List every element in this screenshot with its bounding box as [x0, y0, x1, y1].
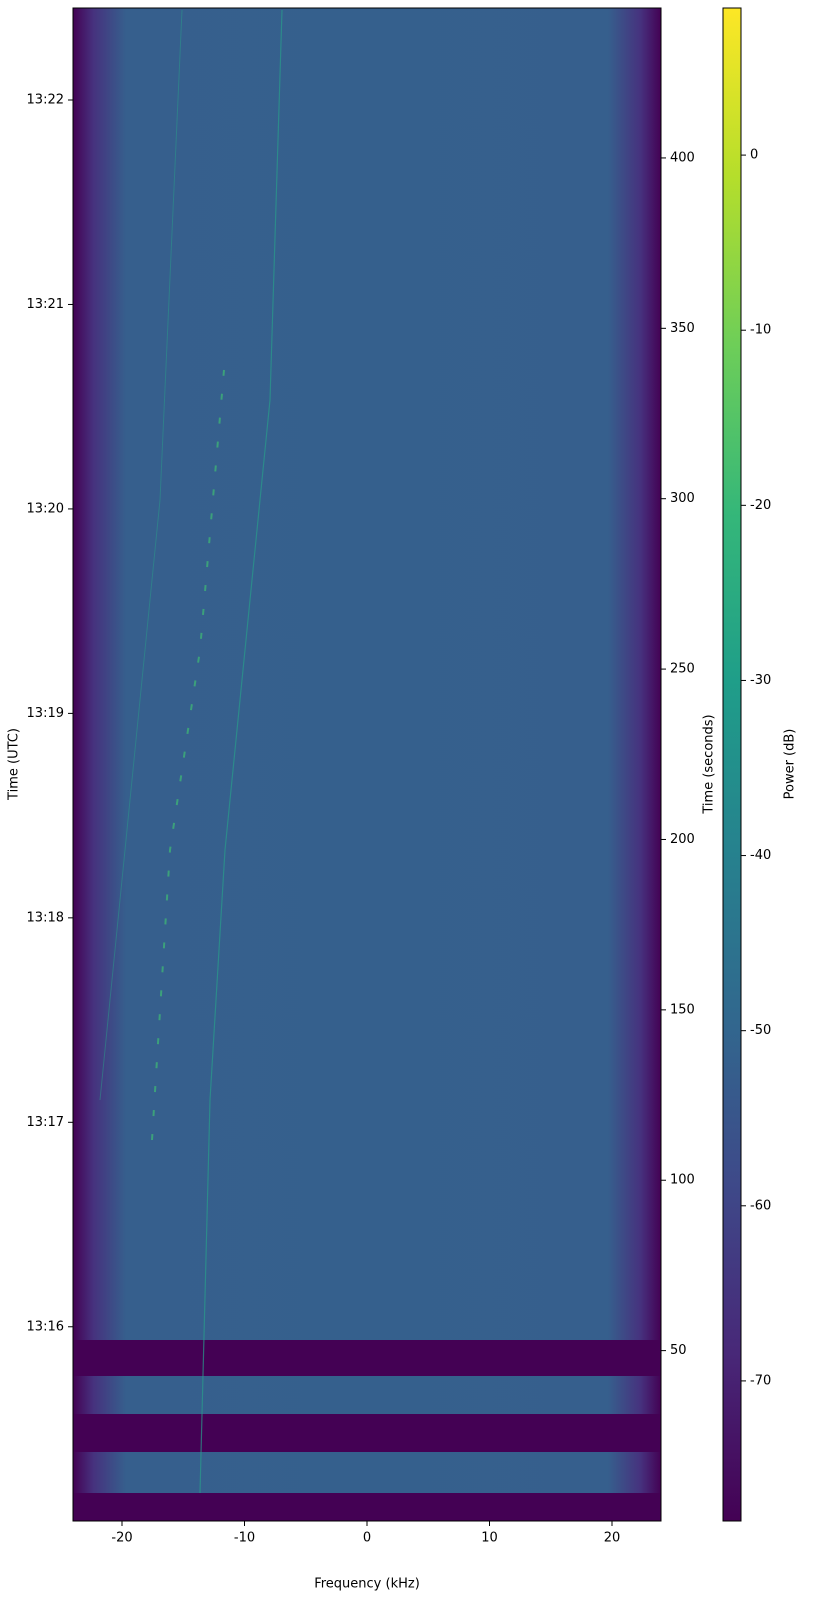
spectrogram-image — [73, 8, 661, 1521]
y-tick-label: 13:17 — [27, 1115, 64, 1130]
x-tick-label: 0 — [363, 1531, 371, 1546]
y2-tick-label: 400 — [670, 150, 695, 165]
y2-tick-label: 50 — [670, 1343, 687, 1358]
colorbar-tick-label: -60 — [750, 1198, 771, 1213]
colorbar — [722, 7, 742, 1522]
y2-tick-label: 100 — [670, 1173, 695, 1188]
y2-tick-label: 200 — [670, 832, 695, 847]
colorbar-tick-label: -30 — [750, 673, 771, 688]
x-tick-label: 20 — [604, 1531, 621, 1546]
colorbar-tick-label: 0 — [750, 148, 758, 163]
y2-axis-label: Time (seconds) — [702, 714, 717, 814]
colorbar-tick-label: -70 — [750, 1373, 771, 1388]
x-tick-label: 10 — [481, 1531, 498, 1546]
y2-tick-label: 150 — [670, 1002, 695, 1017]
y2-tick-label: 300 — [670, 491, 695, 506]
y-tick-label: 13:21 — [27, 297, 64, 312]
colorbar-tick-label: -20 — [750, 498, 771, 513]
colorbar-tick-label: -50 — [750, 1023, 771, 1038]
colorbar-tick-label: -40 — [750, 848, 771, 863]
colorbar-tick-label: -10 — [750, 323, 771, 338]
y-tick-label: 13:19 — [27, 706, 64, 721]
y-tick-label: 13:20 — [27, 501, 64, 516]
x-axis-label: Frequency (kHz) — [314, 1577, 420, 1592]
y-tick-label: 13:22 — [27, 93, 64, 108]
y-tick-label: 13:16 — [27, 1319, 64, 1334]
colorbar-label: Power (dB) — [783, 729, 798, 800]
x-tick-label: -20 — [111, 1531, 132, 1546]
y-tick-label: 13:18 — [27, 910, 64, 925]
y-axis-label: Time (UTC) — [7, 728, 22, 801]
y2-tick-label: 350 — [670, 321, 695, 336]
y2-tick-label: 250 — [670, 662, 695, 677]
x-tick-label: -10 — [234, 1531, 255, 1546]
